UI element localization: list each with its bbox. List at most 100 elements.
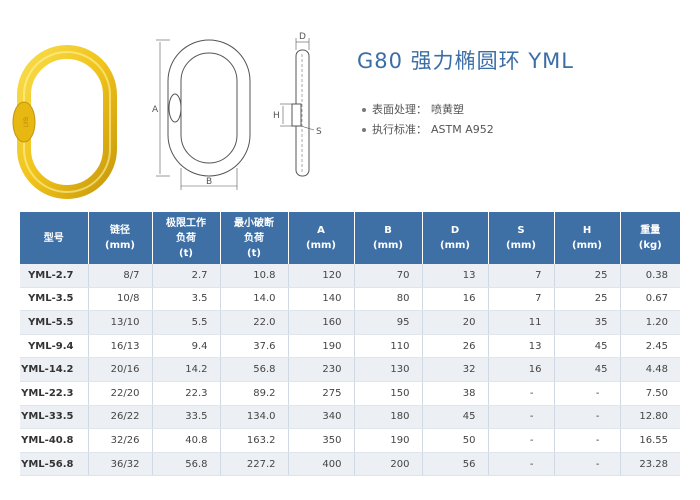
- table-row: YML-22.3 22/20 22.3 89.2 275 150 38- -7.50: [20, 381, 680, 406]
- spec-label: 执行标准：: [372, 123, 427, 136]
- cell-weight: 2.45: [620, 334, 680, 359]
- cell-chain-diameter: 32/26: [88, 428, 153, 453]
- cell-working-load: 40.8: [152, 428, 221, 453]
- cell-a: 120: [288, 264, 355, 288]
- cell-working-load: 5.5: [152, 310, 221, 335]
- cell-working-load: 9.4: [152, 334, 221, 359]
- cell-s: 16: [488, 357, 555, 382]
- cell-breaking-load: 10.8: [220, 264, 289, 288]
- header-text: (mm): [572, 240, 602, 251]
- cell-d: 13: [422, 264, 489, 288]
- cell-a: 140: [288, 287, 355, 312]
- table-row: YML-40.8 32/26 40.8 163.2 350 190 50- -16.55: [20, 428, 680, 453]
- header-text: S: [517, 225, 525, 236]
- header-text: A: [317, 225, 325, 236]
- cell-weight: 16.55: [620, 428, 680, 453]
- cell-a: 340: [288, 405, 355, 430]
- cell-chain-diameter: 10/8: [88, 287, 153, 312]
- cell-h: -: [554, 428, 621, 453]
- header-text: (t): [247, 247, 261, 259]
- cell-a: 400: [288, 452, 355, 477]
- cell-chain-diameter: 22/20: [88, 381, 153, 406]
- cell-model: YML-22.3: [20, 381, 89, 406]
- header-text: 极限工作: [166, 217, 206, 229]
- cell-a: 350: [288, 428, 355, 453]
- table-row: YML-5.5 13/10 5.5 22.0 160 95 20 11 35 1.20: [20, 310, 680, 335]
- cell-working-load: 14.2: [152, 357, 221, 382]
- cell-breaking-load: 89.2: [220, 381, 289, 406]
- cell-weight: 4.48: [620, 357, 680, 382]
- cell-breaking-load: 14.0: [220, 287, 289, 312]
- cell-b: 80: [354, 287, 423, 312]
- cell-b: 70: [354, 264, 423, 288]
- cell-b: 110: [354, 334, 423, 359]
- cell-s: -: [488, 452, 555, 477]
- cell-breaking-load: 37.6: [220, 334, 289, 359]
- cell-d: 56: [422, 452, 489, 477]
- cell-chain-diameter: 20/16: [88, 357, 153, 382]
- cell-chain-diameter: 16/13: [88, 334, 153, 359]
- dim-d-label: D: [299, 32, 306, 42]
- yellow-master-link-photo: LYB: [12, 45, 117, 199]
- svg-text:LYB: LYB: [23, 117, 30, 127]
- header-text: (mm): [506, 240, 536, 251]
- cell-d: 20: [422, 310, 489, 335]
- dim-s-label: S: [316, 127, 322, 137]
- cell-model: YML-33.5: [20, 405, 89, 430]
- dim-a-label: A: [152, 105, 159, 115]
- header-text: 负荷: [244, 232, 264, 244]
- header-text: (kg): [638, 240, 662, 251]
- cell-model: YML-14.2: [20, 357, 89, 382]
- cell-a: 275: [288, 381, 355, 406]
- spec-label: 表面处理：: [372, 103, 427, 116]
- dim-b-label: B: [206, 177, 212, 187]
- spec-value: 喷黄塑: [431, 103, 464, 116]
- cell-model: YML-9.4: [20, 334, 89, 359]
- cell-chain-diameter: 26/22: [88, 405, 153, 430]
- header-text: H: [582, 225, 592, 236]
- cell-d: 16: [422, 287, 489, 312]
- cell-chain-diameter: 13/10: [88, 310, 153, 335]
- cell-breaking-load: 134.0: [220, 405, 289, 430]
- cell-model: YML-5.5: [20, 310, 89, 335]
- header-weight: 重量 (kg): [620, 212, 680, 264]
- cell-b: 130: [354, 357, 423, 382]
- cell-d: 38: [422, 381, 489, 406]
- table-row: YML-33.5 26/22 33.5 134.0 340 180 45- -12.80: [20, 405, 680, 430]
- page-title: G80 强力椭圆环 YML: [357, 49, 574, 73]
- cell-a: 230: [288, 357, 355, 382]
- header-h: H (mm): [554, 212, 621, 264]
- cell-h: 25: [554, 287, 621, 312]
- master-link-side-drawing: D H S: [273, 32, 322, 177]
- header-text: 型号: [43, 232, 64, 244]
- cell-working-load: 3.5: [152, 287, 221, 312]
- spec-value: ASTM A952: [431, 123, 494, 136]
- table-row: YML-56.8 36/32 56.8 227.2 400 200 56- -23.28: [20, 452, 680, 477]
- cell-s: -: [488, 405, 555, 430]
- header-text: (t): [179, 247, 193, 259]
- cell-breaking-load: 227.2: [220, 452, 289, 477]
- cell-model: YML-3.5: [20, 287, 89, 312]
- cell-working-load: 56.8: [152, 452, 221, 477]
- cell-a: 190: [288, 334, 355, 359]
- header-text: 最小破断: [234, 217, 274, 229]
- cell-b: 200: [354, 452, 423, 477]
- header-a: A (mm): [288, 212, 355, 264]
- cell-model: YML-40.8: [20, 428, 89, 453]
- header-text: (mm): [440, 240, 470, 251]
- cell-weight: 0.38: [620, 264, 680, 288]
- header-text: 链径: [110, 225, 130, 236]
- cell-model: YML-56.8: [20, 452, 89, 477]
- cell-model: YML-2.7: [20, 264, 89, 288]
- table-row: YML-9.4 16/13 9.4 37.6 190 110 26 13 45 2.45: [20, 334, 680, 359]
- cell-s: 13: [488, 334, 555, 359]
- header-b: B (mm): [354, 212, 423, 264]
- table-row: YML-14.2 20/16 14.2 56.8 230 130 32 16 45 4.48: [20, 357, 680, 382]
- cell-d: 45: [422, 405, 489, 430]
- cell-breaking-load: 22.0: [220, 310, 289, 335]
- cell-h: 45: [554, 334, 621, 359]
- cell-weight: 0.67: [620, 287, 680, 312]
- cell-b: 180: [354, 405, 423, 430]
- header-text: B: [384, 225, 392, 236]
- header-text: (mm): [373, 240, 403, 251]
